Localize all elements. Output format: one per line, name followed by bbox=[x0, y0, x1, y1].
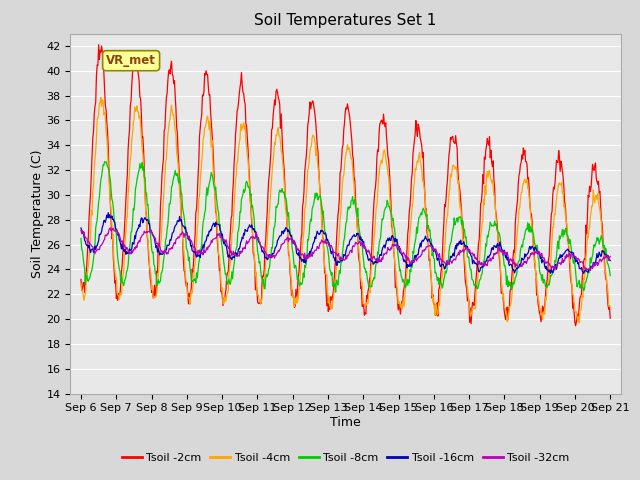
Tsoil -8cm bbox=[332, 289, 339, 295]
Tsoil -2cm bbox=[223, 270, 231, 276]
Tsoil -8cm bbox=[142, 190, 150, 195]
Tsoil -8cm bbox=[100, 159, 108, 165]
Tsoil -2cm bbox=[77, 276, 85, 282]
Tsoil -16cm bbox=[426, 239, 434, 244]
Tsoil -2cm bbox=[606, 315, 614, 321]
Tsoil -32cm bbox=[606, 253, 614, 259]
Legend: Tsoil -2cm, Tsoil -4cm, Tsoil -8cm, Tsoil -16cm, Tsoil -32cm: Tsoil -2cm, Tsoil -4cm, Tsoil -8cm, Tsoi… bbox=[117, 448, 574, 467]
Tsoil -8cm bbox=[427, 236, 435, 242]
Tsoil -16cm bbox=[223, 251, 231, 256]
Tsoil -4cm bbox=[426, 255, 434, 261]
Tsoil -2cm bbox=[196, 133, 204, 139]
Line: Tsoil -32cm: Tsoil -32cm bbox=[81, 228, 610, 271]
Tsoil -4cm bbox=[575, 320, 583, 325]
Tsoil -8cm bbox=[606, 273, 614, 278]
Tsoil -16cm bbox=[196, 252, 204, 258]
Tsoil -16cm bbox=[86, 250, 94, 255]
Tsoil -32cm bbox=[142, 230, 150, 236]
Tsoil -2cm bbox=[142, 208, 150, 214]
Tsoil -32cm bbox=[586, 268, 594, 274]
Tsoil -2cm bbox=[411, 137, 419, 143]
Tsoil -16cm bbox=[411, 254, 419, 260]
Tsoil -2cm bbox=[572, 323, 579, 329]
Line: Tsoil -2cm: Tsoil -2cm bbox=[81, 45, 610, 326]
Tsoil -32cm bbox=[196, 247, 204, 253]
Tsoil -2cm bbox=[426, 256, 434, 262]
Tsoil -32cm bbox=[107, 225, 115, 231]
Tsoil -16cm bbox=[580, 271, 588, 276]
Tsoil -4cm bbox=[606, 304, 614, 310]
Tsoil -32cm bbox=[223, 244, 231, 250]
Line: Tsoil -8cm: Tsoil -8cm bbox=[81, 162, 610, 292]
Tsoil -32cm bbox=[411, 258, 419, 264]
Tsoil -4cm bbox=[411, 180, 419, 185]
Tsoil -4cm bbox=[97, 95, 105, 100]
Tsoil -8cm bbox=[412, 239, 419, 244]
Tsoil -16cm bbox=[142, 216, 150, 222]
X-axis label: Time: Time bbox=[330, 416, 361, 429]
Tsoil -4cm bbox=[142, 209, 150, 215]
Text: VR_met: VR_met bbox=[106, 54, 156, 67]
Tsoil -4cm bbox=[86, 233, 94, 239]
Tsoil -32cm bbox=[77, 228, 85, 233]
Tsoil -16cm bbox=[104, 210, 112, 216]
Line: Tsoil -16cm: Tsoil -16cm bbox=[81, 213, 610, 274]
Tsoil -8cm bbox=[223, 281, 231, 287]
Tsoil -8cm bbox=[196, 256, 204, 262]
Tsoil -8cm bbox=[86, 271, 94, 277]
Tsoil -4cm bbox=[196, 193, 204, 199]
Tsoil -4cm bbox=[223, 290, 231, 296]
Title: Soil Temperatures Set 1: Soil Temperatures Set 1 bbox=[255, 13, 436, 28]
Tsoil -2cm bbox=[86, 190, 94, 196]
Tsoil -16cm bbox=[77, 225, 85, 231]
Tsoil -4cm bbox=[77, 281, 85, 287]
Tsoil -2cm bbox=[95, 42, 102, 48]
Line: Tsoil -4cm: Tsoil -4cm bbox=[81, 97, 610, 323]
Y-axis label: Soil Temperature (C): Soil Temperature (C) bbox=[31, 149, 44, 278]
Tsoil -32cm bbox=[426, 242, 434, 248]
Tsoil -16cm bbox=[606, 258, 614, 264]
Tsoil -32cm bbox=[86, 241, 94, 247]
Tsoil -8cm bbox=[77, 236, 85, 241]
